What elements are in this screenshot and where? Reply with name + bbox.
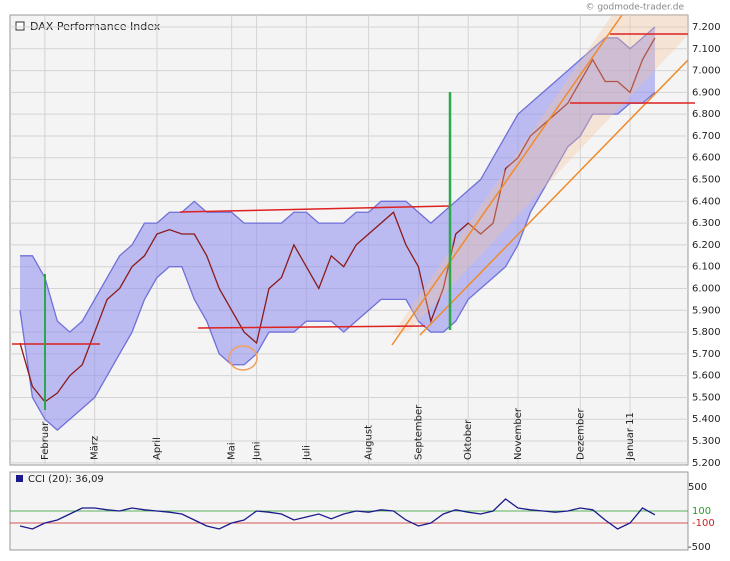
level-line [179,205,451,213]
y-tick-label: 500 [688,482,707,493]
y-tick-label: 6.400 [692,196,721,207]
cci-line [19,498,656,530]
y-tick-label: 7.100 [692,44,721,55]
y-tick-label: 7.200 [692,22,721,33]
source: © godmode-trader.de [585,3,684,13]
annotations [12,14,695,410]
y-tick-label: 5.200 [692,458,721,469]
y-tick-label: 5.300 [692,436,721,447]
x-tick-label: August [364,425,375,460]
x-tick-label: Februar [40,421,51,460]
y-tick-label: -100 [692,518,715,529]
level-line [197,325,426,329]
x-tick-label: November [513,407,524,460]
x-tick-label: Januar 11 [625,412,636,461]
x-tick-label: September [413,404,424,460]
x-tick-label: April [152,437,163,460]
cci-title: CCI (20): 36,09 [28,474,104,485]
x-tick-label: Oktober [463,419,474,460]
y-tick-label: 5.900 [692,305,721,316]
y-tick-label: 5.700 [692,349,721,360]
channel-line [419,59,689,336]
channel-line [391,14,623,346]
circle-mark [228,345,258,371]
y-tick-label: 5.400 [692,414,721,425]
x-tick-label: Juli [301,445,312,461]
y-tick-label: 6.200 [692,240,721,251]
band-fill [20,26,655,431]
band-upper [20,26,656,333]
x-tick-label: März [90,436,101,460]
x-tick-label: Juni [252,442,263,461]
y-tick-label: 6.300 [692,218,721,229]
y-tick-label: 5.600 [692,371,721,382]
y-tick-label: 7.000 [692,66,721,77]
y-tick-label: 6.700 [692,131,721,142]
y-tick-label: 6.100 [692,262,721,273]
y-tick-label: -500 [688,542,711,553]
y-tick-label: 6.600 [692,153,721,164]
x-tick-label: Mai [227,442,238,460]
x-tick-label: Dezember [575,408,586,460]
y-tick-label: 6.500 [692,175,721,186]
y-tick-label: 5.800 [692,327,721,338]
y-tick-label: 100 [692,506,711,517]
channel-fill [392,15,688,335]
cci-legend-box [16,475,23,482]
y-tick-label: 5.500 [692,392,721,403]
y-tick-label: 6.800 [692,109,721,120]
legend-box [15,21,25,31]
y-tick-label: 6.900 [692,87,721,98]
y-tick-label: 6.000 [692,283,721,294]
